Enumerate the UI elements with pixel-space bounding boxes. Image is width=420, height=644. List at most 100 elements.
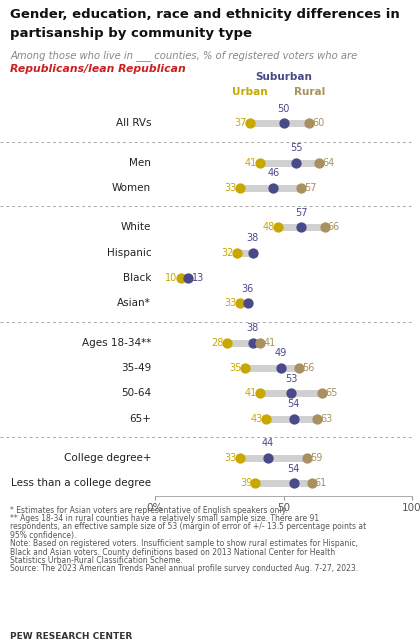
Point [262, 413, 269, 424]
Point [314, 413, 320, 424]
Text: 38: 38 [247, 233, 259, 243]
Point [290, 478, 297, 488]
Text: Asian*: Asian* [118, 298, 151, 308]
Text: Urban: Urban [232, 87, 268, 97]
Text: 64: 64 [323, 158, 335, 167]
Text: 44: 44 [262, 439, 274, 448]
Text: 35: 35 [229, 363, 242, 373]
Point [296, 363, 302, 373]
Text: 46: 46 [267, 168, 279, 178]
Text: 38: 38 [247, 323, 259, 333]
Text: 13: 13 [192, 273, 204, 283]
Text: All RVs: All RVs [116, 118, 151, 128]
Text: 56: 56 [302, 363, 315, 373]
Point [270, 183, 277, 193]
Point [316, 157, 323, 167]
Text: 57: 57 [304, 183, 317, 193]
Text: College degree+: College degree+ [64, 453, 151, 463]
Text: Source: The 2023 American Trends Panel annual profile survey conducted Aug. 7-27: Source: The 2023 American Trends Panel a… [10, 564, 359, 573]
Text: Gender, education, race and ethnicity differences in: Gender, education, race and ethnicity di… [10, 8, 400, 21]
Text: 95% confidence).: 95% confidence). [10, 531, 77, 540]
Text: PEW RESEARCH CENTER: PEW RESEARCH CENTER [10, 632, 133, 641]
Text: 65: 65 [325, 388, 338, 398]
Text: 41: 41 [245, 158, 257, 167]
Text: 35-49: 35-49 [121, 363, 151, 373]
Point [306, 118, 312, 128]
Point [185, 273, 192, 283]
Point [265, 453, 271, 463]
Text: 33: 33 [224, 183, 237, 193]
Point [298, 222, 305, 232]
Text: 54: 54 [288, 399, 300, 409]
Text: 66: 66 [328, 222, 340, 232]
Point [249, 337, 256, 348]
Text: 48: 48 [263, 222, 275, 232]
Point [241, 363, 248, 373]
Text: Men: Men [129, 158, 151, 167]
Point [275, 222, 282, 232]
Text: * Estimates for Asian voters are representative of English speakers only.: * Estimates for Asian voters are represe… [10, 506, 288, 515]
Text: Hispanic: Hispanic [107, 247, 151, 258]
Text: 39: 39 [240, 478, 252, 488]
Text: 54: 54 [288, 464, 300, 474]
Text: 57: 57 [295, 207, 308, 218]
Text: 55: 55 [290, 143, 302, 153]
Text: Note: Based on registered voters. Insufficient sample to show rural estimates fo: Note: Based on registered voters. Insuff… [10, 539, 359, 548]
Text: 10: 10 [165, 273, 178, 283]
Point [278, 363, 284, 373]
Text: Rural: Rural [294, 87, 325, 97]
Text: 41: 41 [245, 388, 257, 398]
Point [321, 222, 328, 232]
Text: 37: 37 [235, 118, 247, 128]
Point [236, 183, 243, 193]
Text: 33: 33 [224, 298, 237, 308]
Point [280, 118, 287, 128]
Text: 36: 36 [241, 283, 254, 294]
Text: 32: 32 [222, 247, 234, 258]
Point [236, 453, 243, 463]
Point [257, 388, 264, 399]
Text: Statistics Urban-Rural Classification Scheme.: Statistics Urban-Rural Classification Sc… [10, 556, 183, 565]
Text: partisanship by community type: partisanship by community type [10, 27, 252, 40]
Point [252, 478, 259, 488]
Text: 65+: 65+ [129, 413, 151, 424]
Point [247, 118, 253, 128]
Text: ** Ages 18-34 in rural counties have a relatively small sample size. There are 9: ** Ages 18-34 in rural counties have a r… [10, 514, 320, 523]
Text: Republicans/lean Republican: Republicans/lean Republican [10, 64, 186, 74]
Point [308, 478, 315, 488]
Text: 60: 60 [312, 118, 325, 128]
Text: 43: 43 [250, 413, 262, 424]
Point [223, 337, 230, 348]
Point [293, 157, 300, 167]
Point [234, 247, 241, 258]
Text: Black and Asian voters. County definitions based on 2013 National Center for Hea: Black and Asian voters. County definitio… [10, 547, 336, 556]
Text: 61: 61 [315, 478, 327, 488]
Text: Ages 18-34**: Ages 18-34** [82, 337, 151, 348]
Point [319, 388, 326, 399]
Text: 63: 63 [320, 413, 332, 424]
Point [249, 247, 256, 258]
Text: 59: 59 [310, 453, 322, 463]
Point [257, 337, 264, 348]
Text: respondents, an effective sample size of 53 (margin of error of +/- 13.5 percent: respondents, an effective sample size of… [10, 522, 367, 531]
Text: Less than a college degree: Less than a college degree [11, 478, 151, 488]
Point [236, 298, 243, 308]
Text: White: White [121, 222, 151, 232]
Point [177, 273, 184, 283]
Point [244, 298, 251, 308]
Text: Among those who live in ___ counties, % of registered voters who are: Among those who live in ___ counties, % … [10, 50, 358, 61]
Text: 49: 49 [275, 348, 287, 358]
Point [257, 157, 264, 167]
Point [303, 453, 310, 463]
Text: 50: 50 [277, 104, 290, 113]
Text: 41: 41 [263, 337, 276, 348]
Text: 50-64: 50-64 [121, 388, 151, 398]
Point [298, 183, 305, 193]
Text: 53: 53 [285, 374, 297, 384]
Text: Suburban: Suburban [255, 72, 312, 82]
Text: Women: Women [112, 183, 151, 193]
Text: Black: Black [123, 273, 151, 283]
Text: 33: 33 [224, 453, 237, 463]
Point [290, 413, 297, 424]
Point [288, 388, 294, 399]
